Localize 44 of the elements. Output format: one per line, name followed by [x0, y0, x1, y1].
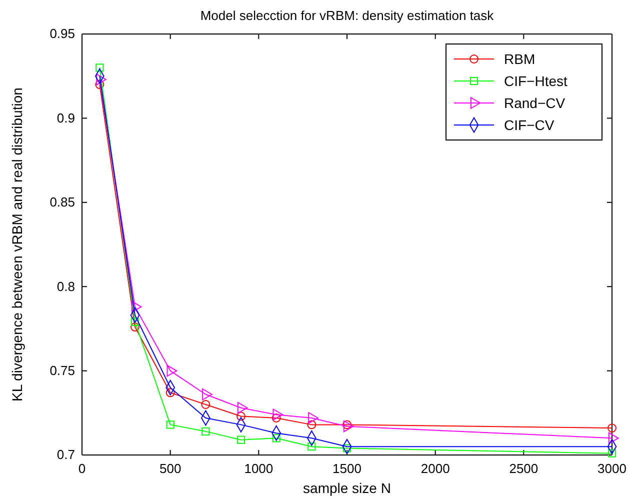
point — [131, 300, 142, 313]
y-axis-title: KL divergence between vRBM and real distribution — [9, 88, 25, 402]
point — [166, 364, 178, 377]
point — [202, 427, 210, 436]
point — [308, 412, 318, 424]
y-tick-label: 0.9 — [56, 110, 75, 126]
legend-label: RBM — [504, 51, 536, 67]
y-tick-label: 0.95 — [50, 26, 75, 42]
point — [608, 424, 616, 433]
point — [307, 420, 316, 430]
x-tick-label: 500 — [159, 461, 182, 476]
point — [166, 388, 175, 398]
x-tick-label: 0 — [78, 461, 86, 476]
point — [608, 432, 619, 444]
legend-label: Rand−CV — [504, 95, 566, 111]
y-tick-label: 0.8 — [56, 278, 75, 294]
y-tick-label: 0.7 — [56, 447, 75, 462]
x-axis-title: sample size N — [303, 480, 391, 496]
legend-label: CIF−Htest — [504, 73, 568, 89]
x-tick-label: 2000 — [420, 461, 450, 476]
chart-title: Model selecction for vRBM: density estimation task — [200, 8, 494, 23]
x-tick-label: 1500 — [332, 461, 362, 476]
point — [96, 64, 104, 72]
x-tick-label: 1000 — [244, 461, 274, 476]
point — [343, 420, 354, 432]
x-tick-label: 3000 — [598, 461, 626, 476]
point — [308, 442, 316, 451]
point — [608, 449, 616, 458]
legend-label: CIF−CV — [504, 117, 555, 133]
y-tick-label: 0.85 — [50, 194, 75, 210]
point — [202, 388, 212, 400]
point — [130, 318, 140, 326]
point — [95, 80, 104, 89]
point — [201, 400, 210, 409]
point — [272, 408, 284, 420]
point — [236, 412, 246, 421]
point — [272, 434, 280, 442]
point — [237, 402, 248, 414]
y-tick-label: 0.75 — [50, 362, 75, 378]
point — [130, 322, 140, 332]
point — [96, 74, 106, 86]
x-tick-label: 2500 — [509, 461, 538, 476]
point — [166, 420, 174, 429]
point — [236, 436, 246, 444]
